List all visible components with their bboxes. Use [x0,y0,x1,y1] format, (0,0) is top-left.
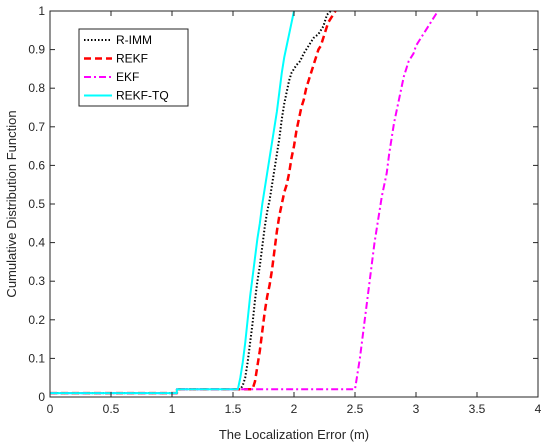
y-tick-label: 0.2 [28,313,45,327]
legend-label: REKF [116,52,148,66]
legend-label: R-IMM [116,33,152,47]
x-tick-label: 3.5 [469,402,486,416]
y-axis-title: Cumulative Distribution Function [4,110,19,297]
x-tick-label: 2 [291,402,298,416]
y-tick-label: 0.7 [28,120,45,134]
x-tick-label: 0 [47,402,54,416]
y-tick-label: 0.6 [28,158,45,172]
y-tick-label: 0.1 [28,351,45,365]
y-tick-label: 0.3 [28,274,45,288]
x-axis-title: The Localization Error (m) [219,427,369,442]
y-tick-label: 0 [38,390,45,404]
y-tick-label: 0.9 [28,43,45,57]
x-tick-label: 1.5 [225,402,242,416]
legend-label: REKF-TQ [116,89,169,103]
x-tick-label: 0.5 [103,402,120,416]
x-tick-label: 4 [535,402,542,416]
y-tick-label: 0.4 [28,236,45,250]
x-tick-label: 2.5 [347,402,364,416]
y-tick-label: 0.8 [28,81,45,95]
y-tick-label: 1 [38,4,45,18]
legend: R-IMM REKF EKF REKF-TQ [79,29,188,106]
y-tick-label: 0.5 [28,197,45,211]
x-tick-label: 1 [169,402,176,416]
legend-label: EKF [116,70,139,84]
x-tick-label: 3 [413,402,420,416]
